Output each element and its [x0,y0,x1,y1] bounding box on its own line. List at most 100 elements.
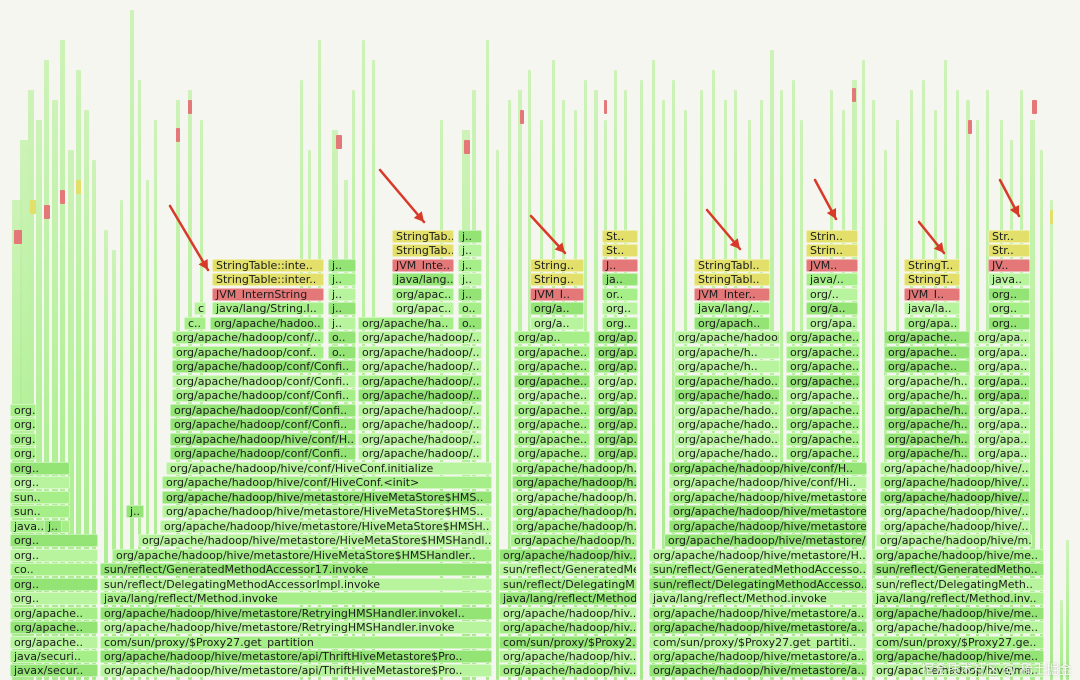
stack-frame[interactable]: org/apache/hado.. [674,389,780,402]
stack-frame[interactable]: o.. [458,302,482,315]
stack-frame[interactable]: org/apache/hadoop/hive/metastore.. [669,491,867,504]
stack-frame[interactable]: java/lang/reflect/Method.invoke [649,592,867,605]
stack-frame[interactable]: org/apache.. [10,607,98,620]
stack-frame[interactable]: sun/reflect/GeneratedMetho.. [872,563,1044,576]
stack-frame[interactable]: org/ap.. [594,433,638,446]
stack-frame[interactable]: org/apache/hadoop/hive/conf/HiveConf.ini… [166,462,492,475]
stack-frame[interactable]: org/apache/hadoop/hive/metastore/H.. [649,549,867,562]
stack-frame[interactable]: org/apache/h.. [884,404,970,417]
stack-frame[interactable]: org/apache/hadoop/hive/me.. [872,664,1044,677]
stack-frame[interactable]: sun/reflect/GeneratedMe.. [499,563,637,576]
stack-frame[interactable]: java/la.. [904,302,960,315]
stack-frame[interactable]: org.. [10,462,70,475]
stack-frame[interactable]: org.. [10,592,98,605]
stack-frame[interactable]: org/ap.. [594,346,638,359]
stack-frame[interactable]: org/apache/hadoop/h.. [512,462,637,475]
stack-frame[interactable]: org/apache/hadoop/conf/Confi.. [172,389,356,402]
stack-frame[interactable]: org/apache/hadoop/hive/metastore/HiveMet… [162,505,492,518]
stack-frame[interactable]: org/apa.. [974,447,1030,460]
native-frame[interactable]: StringT.. [904,273,960,286]
stack-frame[interactable]: sun/reflect/DelegatingMethodAccessorImpl… [100,578,492,591]
stack-frame[interactable]: org/apac.. [392,302,454,315]
stack-frame[interactable]: org/apache/hadoop/.. [358,346,482,359]
stack-frame[interactable]: org/apache/hadoop/hive/metastore/HiveMet… [162,491,492,504]
stack-frame[interactable]: j.. [328,288,356,301]
stack-frame[interactable]: org/apa.. [974,389,1030,402]
stack-frame[interactable]: org.. [10,534,98,547]
stack-frame[interactable]: org/apache.. [884,360,970,373]
stack-frame[interactable]: org/apache/hadoop/h.. [512,505,637,518]
stack-frame[interactable]: java/lang/reflect/Method.inv.. [872,592,1044,605]
stack-frame[interactable]: org/apache/hadoop/hive/.. [880,520,1030,533]
stack-frame[interactable]: java/lang/.. [694,302,770,315]
stack-frame[interactable]: org.. [988,302,1030,315]
native-frame[interactable]: Strin.. [806,244,858,257]
stack-frame[interactable]: org/apache.. [786,346,860,359]
stack-frame[interactable]: o.. [458,317,482,330]
stack-frame[interactable]: org/ap.. [514,331,590,344]
stack-frame[interactable]: org/apache/h.. [884,433,970,446]
stack-frame[interactable]: org/apa.. [974,346,1030,359]
stack-frame[interactable]: org/apache/hadoop/h.. [512,476,637,489]
stack-frame[interactable]: org/apache/hadoop/conf/Confi.. [170,404,356,417]
stack-frame[interactable]: or.. [602,288,638,301]
stack-frame[interactable]: org/apache/hadoop/hive/metastore.. [669,505,867,518]
stack-frame[interactable]: org/apache.. [786,447,860,460]
stack-frame[interactable]: org.. [988,288,1030,301]
native-frame[interactable]: St.. [602,230,638,243]
stack-frame[interactable]: org/apache/h.. [884,389,970,402]
stack-frame[interactable]: org/apache/hadoop/.. [358,404,482,417]
stack-frame[interactable]: org/apache/hadoop/hive/.. [880,462,1030,475]
stack-frame[interactable]: org/apa.. [974,433,1030,446]
stack-frame[interactable]: org/apache/hadoo.. [210,317,324,330]
stack-frame[interactable]: org/apache.. [786,418,860,431]
stack-frame[interactable]: org/apache/hado.. [674,404,780,417]
stack-frame[interactable]: org/apache/hadoop/.. [358,360,482,373]
stack-frame[interactable]: j.. [458,288,482,301]
stack-frame[interactable]: org.. [10,447,36,460]
stack-frame[interactable]: org/apache/h.. [884,418,970,431]
stack-frame[interactable]: org/ap.. [594,331,638,344]
stack-frame[interactable]: org/apache/hadoop/conf/Confi.. [170,418,356,431]
stack-frame[interactable]: javax/secur.. [10,664,98,677]
stack-frame[interactable]: j.. [328,317,356,330]
stack-frame[interactable]: sun/reflect/DelegatingMethodAccesso.. [649,578,867,591]
stack-frame[interactable]: org/apache.. [514,404,590,417]
stack-frame[interactable]: co.. [10,563,98,576]
stack-frame[interactable]: org/apa.. [974,404,1030,417]
stack-frame[interactable]: o.. [328,331,356,344]
stack-frame[interactable]: org/apache.. [514,418,590,431]
stack-frame[interactable]: org.. [10,418,36,431]
stack-frame[interactable]: org/apache/hadoop/hive/metastore/a.. [649,621,867,634]
stack-frame[interactable]: org/apache/h.. [674,346,780,359]
stack-frame[interactable]: sun/reflect/GeneratedMethodAccessor17.in… [100,563,492,576]
stack-frame[interactable]: org.. [988,317,1030,330]
stack-frame[interactable]: java.. [988,273,1030,286]
stack-frame[interactable]: org/apa.. [974,331,1030,344]
stack-frame[interactable]: org.. [602,302,638,315]
stack-frame[interactable]: java/securi.. [10,650,98,663]
stack-frame[interactable]: org/ap.. [594,375,638,388]
stack-frame[interactable]: java/lang/String.I.. [212,302,324,315]
stack-frame[interactable]: org/apache.. [514,346,590,359]
native-frame[interactable]: String.. [530,273,584,286]
stack-frame[interactable]: org/apache/hado.. [674,375,780,388]
stack-frame[interactable]: com/sun/proxy/$Proxy2.. [499,636,637,649]
stack-frame[interactable]: java/.. [806,273,858,286]
stack-frame[interactable]: org/.. [806,288,858,301]
stack-frame[interactable]: org/a.. [806,302,858,315]
stack-frame[interactable]: c.. [194,302,206,315]
stack-frame[interactable]: org/apache/hadoop/hive/metastore.. [669,520,867,533]
stack-frame[interactable]: org/apache/hado.. [674,418,780,431]
stack-frame[interactable]: org/apache/hadoop/hive/metastore/a.. [649,650,867,663]
stack-frame[interactable]: com/sun/proxy/$Proxy27.get_partition [100,636,492,649]
stack-frame[interactable]: j.. [126,505,144,518]
native-frame[interactable]: StringTab.. [392,244,454,257]
stack-frame[interactable]: org/apache/hadoop/hive/metastore/api/Thr… [100,664,492,677]
stack-frame[interactable]: org/apa.. [974,360,1030,373]
stack-frame[interactable]: org/apache/hadoop/hive/metastore/a.. [649,607,867,620]
stack-frame[interactable]: j.. [44,520,62,533]
stack-frame[interactable]: org/apache.. [884,346,970,359]
stack-frame[interactable]: org/apache/hadoop/h.. [512,520,637,533]
stack-frame[interactable]: org/apache/hadoop/conf.. [172,346,324,359]
